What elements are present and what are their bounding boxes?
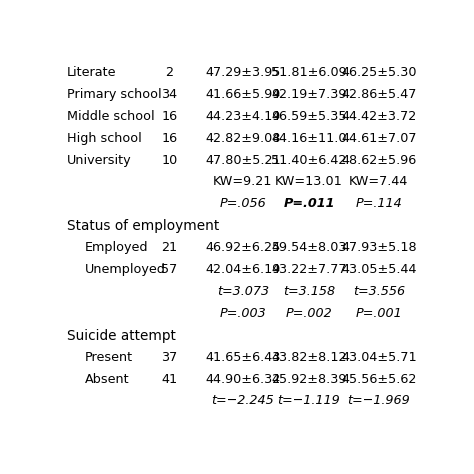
Text: 44.16±11.0: 44.16±11.0	[271, 132, 347, 145]
Text: Primary school: Primary school	[66, 88, 161, 101]
Text: Present: Present	[85, 351, 133, 364]
Text: Literate: Literate	[66, 66, 116, 79]
Text: 44.61±7.07: 44.61±7.07	[341, 132, 417, 145]
Text: 42.86±5.47: 42.86±5.47	[341, 88, 417, 101]
Text: Status of employment: Status of employment	[66, 219, 219, 233]
Text: 43.82±8.12: 43.82±8.12	[271, 351, 347, 364]
Text: 42.04±6.19: 42.04±6.19	[205, 263, 281, 276]
Text: t=−1.969: t=−1.969	[347, 394, 410, 408]
Text: 2: 2	[165, 66, 173, 79]
Text: 44.42±3.72: 44.42±3.72	[341, 110, 417, 123]
Text: 49.54±8.03: 49.54±8.03	[271, 241, 347, 254]
Text: 10: 10	[161, 154, 178, 166]
Text: KW=9.21: KW=9.21	[213, 175, 273, 189]
Text: 43.04±5.71: 43.04±5.71	[341, 351, 417, 364]
Text: t=3.556: t=3.556	[353, 285, 405, 298]
Text: 47.93±5.18: 47.93±5.18	[341, 241, 417, 254]
Text: t=−1.119: t=−1.119	[278, 394, 340, 408]
Text: P=.056: P=.056	[219, 197, 266, 210]
Text: KW=7.44: KW=7.44	[349, 175, 409, 189]
Text: 45.92±8.39: 45.92±8.39	[271, 373, 347, 385]
Text: Absent: Absent	[85, 373, 129, 385]
Text: P=.001: P=.001	[356, 307, 402, 320]
Text: 41: 41	[161, 373, 178, 385]
Text: 46.59±5.35: 46.59±5.35	[271, 110, 347, 123]
Text: 46.92±6.25: 46.92±6.25	[205, 241, 281, 254]
Text: 43.22±7.77: 43.22±7.77	[271, 263, 347, 276]
Text: 41.66±5.99: 41.66±5.99	[205, 88, 281, 101]
Text: 16: 16	[161, 132, 178, 145]
Text: 37: 37	[161, 351, 178, 364]
Text: P=.002: P=.002	[286, 307, 332, 320]
Text: Middle school: Middle school	[66, 110, 154, 123]
Text: 45.56±5.62: 45.56±5.62	[341, 373, 417, 385]
Text: 34: 34	[161, 88, 178, 101]
Text: P=.114: P=.114	[356, 197, 402, 210]
Text: t=−2.245: t=−2.245	[211, 394, 274, 408]
Text: 16: 16	[161, 110, 178, 123]
Text: 44.23±4.19: 44.23±4.19	[205, 110, 281, 123]
Text: University: University	[66, 154, 131, 166]
Text: Unemployed: Unemployed	[85, 263, 166, 276]
Text: 48.62±5.96: 48.62±5.96	[341, 154, 417, 166]
Text: 47.80±5.21: 47.80±5.21	[205, 154, 281, 166]
Text: 42.19±7.39: 42.19±7.39	[271, 88, 347, 101]
Text: High school: High school	[66, 132, 141, 145]
Text: 57: 57	[161, 263, 178, 276]
Text: 41.65±6.43: 41.65±6.43	[205, 351, 281, 364]
Text: 46.25±5.30: 46.25±5.30	[341, 66, 417, 79]
Text: 21: 21	[161, 241, 178, 254]
Text: 51.81±6.09: 51.81±6.09	[271, 66, 347, 79]
Text: 44.90±6.32: 44.90±6.32	[205, 373, 281, 385]
Text: 43.05±5.44: 43.05±5.44	[341, 263, 417, 276]
Text: P=.003: P=.003	[219, 307, 266, 320]
Text: t=3.158: t=3.158	[283, 285, 335, 298]
Text: Suicide attempt: Suicide attempt	[66, 329, 175, 343]
Text: KW=13.01: KW=13.01	[275, 175, 343, 189]
Text: Employed: Employed	[85, 241, 148, 254]
Text: 42.82±9.08: 42.82±9.08	[205, 132, 281, 145]
Text: t=3.073: t=3.073	[217, 285, 269, 298]
Text: 51.40±6.42: 51.40±6.42	[271, 154, 347, 166]
Text: P=.011: P=.011	[283, 197, 335, 210]
Text: 47.29±3.95: 47.29±3.95	[205, 66, 281, 79]
